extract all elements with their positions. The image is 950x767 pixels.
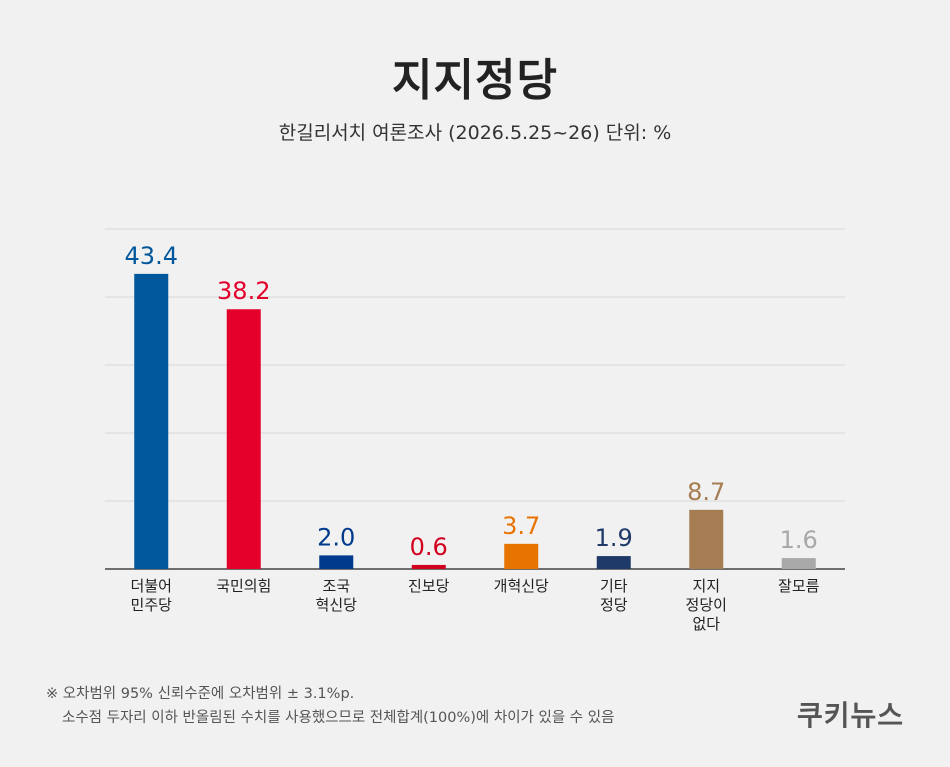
footnote-line-1: ※ 오차범위 95% 신뢰수준에 오차범위 ± 3.1%p. [46, 686, 355, 702]
x-tick-label: 진보당 [408, 577, 450, 595]
footnote-line-2: 소수점 두자리 이하 반올림된 수치를 사용했으므로 전체합계(100%)에 차… [62, 710, 615, 726]
bar [596, 556, 631, 569]
x-tick-label: 더불어 민주당 [131, 577, 173, 614]
footnote: ※ 오차범위 95% 신뢰수준에 오차범위 ± 3.1%p. 소수점 두자리 이… [46, 682, 614, 730]
x-tick-label: 개혁신당 [494, 577, 549, 595]
bar [319, 555, 354, 569]
bar [504, 543, 539, 569]
x-tick-label: 국민의힘 [216, 577, 271, 595]
chart-title: 지지정당 [392, 55, 558, 106]
bar [781, 558, 816, 569]
data-label: 1.6 [780, 526, 818, 554]
chart-subtitle: 한길리서치 여론조사 (2026.5.25~26) 단위: % [278, 122, 672, 144]
data-label: 38.2 [217, 277, 270, 305]
bar [134, 273, 169, 569]
data-label: 8.7 [687, 478, 725, 506]
bar-chart: 43.4 더불어 민주당 38.2 국민의힘 2.0 조국 혁신당 0.6 진보당 3.7 개혁신당 1… [105, 228, 845, 633]
bar [411, 564, 446, 569]
data-label: 1.9 [595, 524, 633, 552]
data-label: 0.6 [410, 533, 448, 561]
bar [226, 309, 261, 569]
bar [689, 509, 724, 569]
brand-logo: 쿠키뉴스 [796, 699, 904, 732]
x-tick-label: 잘모름 [778, 577, 820, 595]
data-label: 3.7 [502, 512, 540, 540]
x-tick-label: 지지 정당이 없다 [686, 577, 727, 633]
data-label: 2.0 [317, 523, 355, 551]
data-label: 43.4 [125, 242, 178, 270]
x-tick-label: 기타 정당 [600, 577, 628, 614]
x-tick-label: 조국 혁신당 [316, 577, 358, 614]
